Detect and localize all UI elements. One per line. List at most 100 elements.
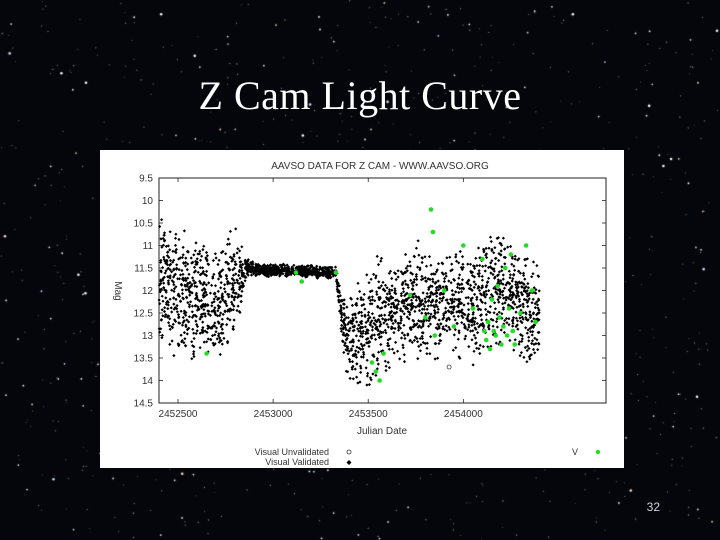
visual-validated-point xyxy=(418,349,422,353)
visual-validated-point xyxy=(423,297,427,301)
visual-validated-point xyxy=(198,249,202,253)
visual-validated-point xyxy=(517,299,522,303)
visual-validated-point xyxy=(450,297,454,301)
visual-validated-point xyxy=(366,313,370,317)
visual-validated-point xyxy=(168,327,172,331)
v-band-point xyxy=(485,319,491,325)
visual-validated-point xyxy=(477,274,481,278)
visual-validated-point xyxy=(349,296,353,300)
visual-validated-point xyxy=(220,297,225,301)
visual-validated-point xyxy=(502,255,506,259)
v-band-point xyxy=(533,319,538,325)
visual-validated-point xyxy=(466,295,470,300)
visual-validated-point xyxy=(472,275,476,279)
visual-validated-point xyxy=(288,271,292,275)
visual-validated-point xyxy=(160,333,164,337)
visual-validated-point xyxy=(340,299,344,303)
visual-validated-point xyxy=(378,330,382,334)
y-axis: 9.5 10 10.5 11 11.5 12 12.5 13 13.5 14 14.5 xyxy=(134,174,606,410)
visual-validated-point xyxy=(472,285,476,289)
legend-symbol-visual-unvalidated xyxy=(346,449,352,455)
visual-validated-point xyxy=(522,273,526,277)
visual-validated-point xyxy=(181,315,185,320)
visual-validated-point xyxy=(501,273,505,277)
visual-validated-point xyxy=(401,280,405,285)
visual-validated-point xyxy=(537,274,541,279)
visual-validated-point xyxy=(379,256,384,260)
visual-validated-point xyxy=(519,291,523,295)
visual-validated-point xyxy=(191,352,196,356)
visual-validated-point xyxy=(501,277,505,281)
visual-validated-point xyxy=(497,288,501,293)
visual-validated-point xyxy=(531,260,536,264)
visual-validated-point xyxy=(416,340,420,344)
visual-validated-point xyxy=(361,355,365,359)
visual-unvalidated-series xyxy=(446,364,452,370)
visual-validated-point xyxy=(510,279,514,283)
visual-validated-point xyxy=(456,314,460,318)
v-band-point xyxy=(299,279,304,284)
visual-validated-point xyxy=(171,280,176,284)
visual-validated-point xyxy=(235,308,239,313)
visual-validated-point xyxy=(172,283,176,287)
visual-validated-point xyxy=(235,281,240,285)
visual-validated-point xyxy=(427,298,431,303)
visual-validated-point xyxy=(201,320,205,324)
visual-validated-point xyxy=(521,271,526,275)
visual-validated-point xyxy=(206,337,210,341)
visual-validated-point xyxy=(536,319,540,323)
visual-validated-point xyxy=(361,298,365,302)
visual-validated-point xyxy=(214,295,218,299)
visual-validated-point xyxy=(387,271,391,275)
visual-validated-point xyxy=(367,344,371,348)
visual-validated-point xyxy=(231,268,235,272)
visual-validated-point xyxy=(526,304,530,308)
visual-validated-point xyxy=(519,351,523,355)
visual-validated-point xyxy=(471,311,475,315)
visual-validated-point xyxy=(425,291,429,296)
visual-validated-point xyxy=(326,276,331,280)
visual-validated-point xyxy=(512,348,516,352)
visual-validated-point xyxy=(406,285,410,290)
visual-validated-point xyxy=(484,285,488,289)
visual-validated-point xyxy=(485,255,489,260)
visual-validated-point xyxy=(164,269,168,273)
visual-validated-point xyxy=(434,299,438,304)
visual-validated-point xyxy=(238,268,242,272)
visual-validated-point xyxy=(480,274,484,278)
visual-validated-point xyxy=(501,282,505,286)
visual-validated-point xyxy=(490,259,494,263)
visual-validated-point xyxy=(318,271,322,276)
visual-validated-point xyxy=(186,262,190,266)
visual-validated-point xyxy=(351,354,355,358)
visual-validated-point xyxy=(162,233,166,237)
visual-validated-point xyxy=(477,271,481,275)
visual-validated-point xyxy=(372,272,376,276)
visual-validated-point xyxy=(175,310,179,314)
visual-validated-point xyxy=(196,252,200,256)
visual-validated-point xyxy=(214,256,218,260)
visual-validated-point xyxy=(499,328,503,332)
visual-validated-point xyxy=(420,274,424,278)
visual-validated-point xyxy=(467,286,471,291)
visual-validated-point xyxy=(384,318,388,322)
visual-validated-point xyxy=(527,293,531,297)
visual-validated-point xyxy=(521,311,525,315)
visual-validated-point xyxy=(476,246,481,250)
visual-validated-point xyxy=(339,327,343,331)
visual-validated-point xyxy=(527,335,531,339)
visual-validated-point xyxy=(186,249,190,253)
visual-validated-point xyxy=(412,278,416,282)
visual-validated-point xyxy=(366,341,371,345)
visual-validated-point xyxy=(324,274,328,278)
visual-validated-point xyxy=(402,360,407,364)
visual-validated-point xyxy=(192,354,196,359)
visual-validated-point xyxy=(180,288,184,292)
visual-validated-point xyxy=(533,291,537,295)
visual-validated-point xyxy=(345,344,349,349)
visual-validated-point xyxy=(357,311,361,315)
visual-validated-point xyxy=(419,325,423,330)
visual-validated-point xyxy=(510,306,514,310)
visual-validated-point xyxy=(396,349,400,353)
v-band-point xyxy=(493,333,499,338)
